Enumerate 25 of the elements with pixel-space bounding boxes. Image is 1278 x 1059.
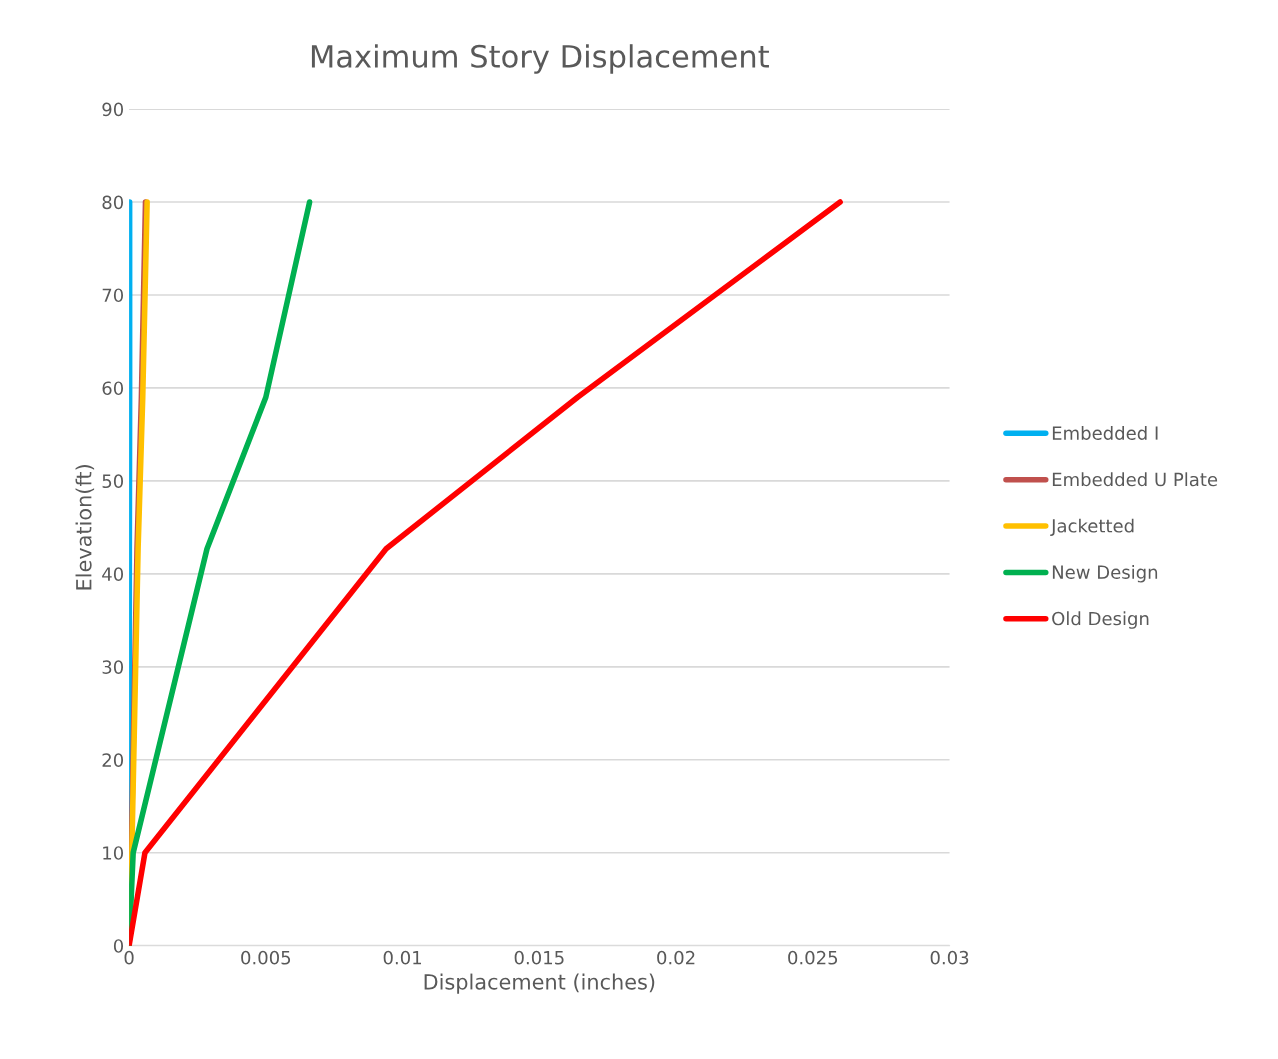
x-axis-title: Displacement (inches)	[424, 973, 655, 994]
y-tick-label: 40	[102, 567, 124, 581]
y-axis-title: Elevation(ft)	[75, 465, 95, 590]
x-tick-label: 0.025	[788, 950, 838, 965]
y-tick-label: 60	[102, 381, 124, 396]
y-tick-label: 80	[102, 195, 124, 210]
y-tick-label: 50	[102, 474, 124, 489]
y-tick-label: 0	[113, 939, 124, 953]
y-tick-label: 20	[102, 753, 124, 767]
legend-label: Old Design	[1052, 611, 1149, 629]
x-tick-label: 0.015	[514, 950, 564, 965]
x-tick-label: 0.01	[383, 950, 421, 965]
y-tick-label: 30	[102, 660, 124, 674]
x-tick-label: 0.005	[241, 950, 291, 965]
legend-label: Jacketted	[1050, 518, 1134, 536]
y-tick-label: 90	[102, 102, 124, 117]
x-tick-label: 0	[124, 950, 134, 965]
x-tick-label: 0.02	[657, 950, 695, 965]
legend-label: Embedded U Plate	[1052, 472, 1218, 487]
chart-title: Maximum Story Displacement	[311, 44, 769, 74]
y-tick-label: 10	[103, 846, 124, 860]
legend-label: Embedded I	[1052, 425, 1158, 440]
x-tick-label: 0.03	[930, 950, 969, 965]
y-tick-label: 70	[102, 288, 124, 303]
legend-label: New Design	[1052, 565, 1158, 583]
